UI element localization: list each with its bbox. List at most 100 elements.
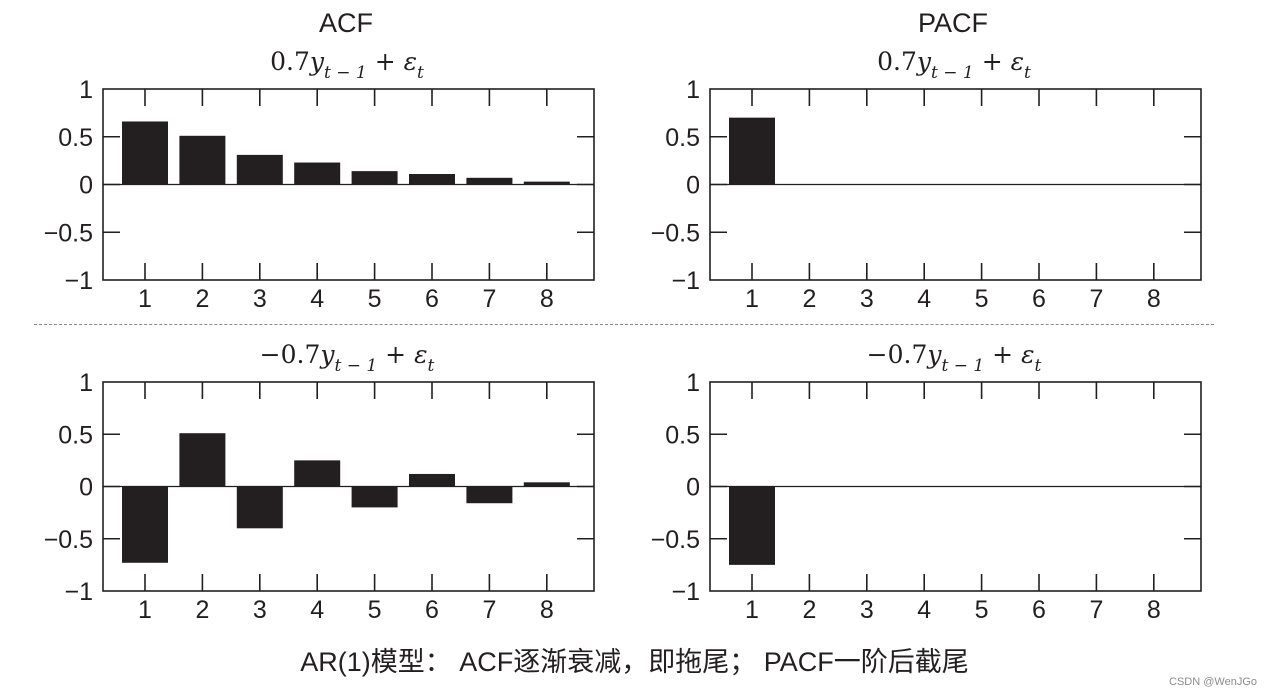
bar-lag-1 bbox=[729, 117, 775, 185]
formula-plus: + bbox=[385, 340, 407, 369]
bar-lag-5 bbox=[351, 171, 398, 185]
x-tick-label: 3 bbox=[860, 596, 874, 624]
x-tick-label: 3 bbox=[860, 285, 874, 313]
chart-panel-pacf-ar-positive: 1 0.5 0 −0.5 −1 1 2 3 4 5 6 7 8 bbox=[651, 76, 1202, 313]
y-tick-label: −0.5 bbox=[651, 219, 700, 247]
formula-plus: + bbox=[992, 340, 1014, 369]
formula-y: y bbox=[309, 47, 325, 76]
formula-bottom-left: −0.7yt − 1 + εt bbox=[147, 340, 547, 376]
formula-bottom-right: −0.7yt − 1 + εt bbox=[754, 340, 1154, 376]
formula-coef: −0.7 bbox=[866, 340, 928, 369]
formula-plus: + bbox=[374, 47, 396, 76]
x-tick-label: 6 bbox=[1032, 596, 1046, 624]
x-tick-label: 8 bbox=[1147, 596, 1161, 624]
x-tick-label: 8 bbox=[540, 285, 554, 313]
formula-eps: ε bbox=[414, 340, 428, 369]
y-tick-label: 0 bbox=[79, 474, 93, 502]
formula-eps: ε bbox=[1010, 47, 1025, 76]
formula-y-sub: t − 1 bbox=[324, 63, 367, 83]
bar-lag-1 bbox=[729, 486, 775, 565]
bar-lag-1 bbox=[122, 121, 168, 185]
x-tick-label: 4 bbox=[310, 285, 324, 313]
formula-y-sub: t − 1 bbox=[941, 356, 985, 376]
y-tick-label: 1 bbox=[686, 369, 700, 397]
formula-eps: ε bbox=[1021, 340, 1035, 369]
y-tick-label: −1 bbox=[671, 578, 700, 606]
x-tick-label: 5 bbox=[368, 596, 382, 624]
x-tick-label: 4 bbox=[310, 596, 324, 624]
x-tick-label: 5 bbox=[975, 285, 989, 313]
formula-eps-sub: t bbox=[417, 63, 424, 83]
bar-lag-4 bbox=[294, 162, 341, 185]
y-tick-label: 0.5 bbox=[665, 124, 700, 152]
formula-top-left: 0.7yt − 1 + εt bbox=[147, 47, 547, 83]
y-tick-label: 0 bbox=[79, 172, 93, 200]
x-tick-label: 1 bbox=[745, 596, 759, 624]
formula-plus: + bbox=[981, 47, 1003, 76]
bar-lag-4 bbox=[294, 460, 341, 487]
bar-lag-3 bbox=[236, 486, 283, 529]
x-tick-label: 7 bbox=[1089, 285, 1103, 313]
bar-lag-7 bbox=[466, 486, 513, 504]
watermark: CSDN @WenJGo bbox=[1169, 676, 1257, 688]
bar-lag-8 bbox=[523, 482, 570, 487]
section-divider bbox=[34, 324, 1214, 325]
chart-panel-acf-ar-negative: 1 0.5 0 −0.5 −1 1 2 3 4 5 6 7 8 bbox=[44, 369, 595, 624]
formula-eps-sub: t bbox=[1024, 63, 1031, 83]
y-tick-label: 0.5 bbox=[58, 421, 93, 449]
x-tick-label: 7 bbox=[1089, 596, 1103, 624]
x-tick-label: 1 bbox=[138, 596, 152, 624]
bar-lag-2 bbox=[179, 433, 226, 487]
bar-lag-8 bbox=[523, 181, 570, 185]
bar-lag-6 bbox=[409, 173, 455, 185]
x-tick-label: 3 bbox=[253, 596, 267, 624]
x-tick-label: 2 bbox=[195, 285, 209, 313]
formula-eps-sub: t bbox=[427, 356, 435, 376]
pacf-column-title: PACF bbox=[917, 8, 988, 38]
formula-y: y bbox=[927, 340, 942, 369]
bar-lag-5 bbox=[351, 486, 398, 508]
y-tick-label: 1 bbox=[79, 369, 93, 397]
x-tick-label: 2 bbox=[802, 285, 816, 313]
y-tick-label: 1 bbox=[686, 76, 700, 104]
formula-y: y bbox=[320, 340, 335, 369]
x-tick-label: 6 bbox=[425, 596, 439, 624]
x-tick-label: 7 bbox=[482, 285, 496, 313]
x-tick-label: 6 bbox=[425, 285, 439, 313]
acf-column-title: ACF bbox=[319, 8, 373, 38]
y-tick-label: −0.5 bbox=[44, 526, 93, 554]
x-tick-label: 4 bbox=[917, 596, 931, 624]
y-tick-label: 0.5 bbox=[665, 421, 700, 449]
x-tick-label: 5 bbox=[368, 285, 382, 313]
bar-lag-7 bbox=[466, 177, 513, 185]
y-tick-label: −0.5 bbox=[44, 219, 93, 247]
y-tick-label: 0 bbox=[686, 474, 700, 502]
x-tick-label: 3 bbox=[253, 285, 267, 313]
x-tick-label: 4 bbox=[917, 285, 931, 313]
y-tick-label: −1 bbox=[671, 267, 700, 295]
formula-y-sub: t − 1 bbox=[334, 356, 378, 376]
y-tick-label: 1 bbox=[79, 76, 93, 104]
chart-panel-pacf-ar-negative: 1 0.5 0 −0.5 −1 1 2 3 4 5 6 7 8 bbox=[651, 369, 1202, 624]
x-tick-label: 1 bbox=[138, 285, 152, 313]
x-tick-label: 2 bbox=[802, 596, 816, 624]
y-tick-label: 0.5 bbox=[58, 124, 93, 152]
x-tick-label: 1 bbox=[745, 285, 759, 313]
x-tick-label: 8 bbox=[1147, 285, 1161, 313]
formula-coef: −0.7 bbox=[259, 340, 321, 369]
bar-lag-1 bbox=[122, 486, 168, 563]
figure-caption: AR(1)模型： ACF逐渐衰减，即拖尾； PACF一阶后截尾 bbox=[300, 647, 969, 677]
formula-eps-sub: t bbox=[1034, 356, 1042, 376]
x-tick-label: 8 bbox=[540, 596, 554, 624]
formula-top-right: 0.7yt − 1 + εt bbox=[754, 47, 1154, 83]
x-tick-label: 7 bbox=[482, 596, 496, 624]
bar-lag-2 bbox=[179, 135, 226, 185]
bar-lag-3 bbox=[236, 154, 283, 185]
chart-panel-acf-ar-positive: 1 0.5 0 −0.5 −1 1 2 3 4 5 6 7 8 bbox=[44, 76, 595, 313]
y-tick-label: −1 bbox=[64, 267, 93, 295]
bar-lag-6 bbox=[409, 473, 455, 487]
formula-eps: ε bbox=[403, 47, 418, 76]
x-tick-label: 2 bbox=[195, 596, 209, 624]
x-tick-label: 6 bbox=[1032, 285, 1046, 313]
